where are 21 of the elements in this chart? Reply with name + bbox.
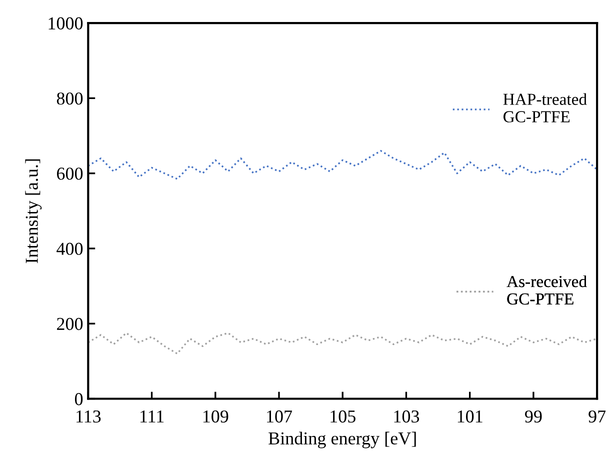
y-tick-label: 400 <box>56 242 83 255</box>
y-axis-title: Intensity [a.u.] <box>25 159 42 264</box>
x-tick-label: 99 <box>524 410 542 423</box>
y-tick-label: 200 <box>57 318 83 330</box>
y-tick-label: 0 <box>74 393 83 406</box>
legend-label: HAP-treated GC-PTFE <box>503 93 587 122</box>
y-tick-label: 800 <box>56 92 83 105</box>
x-axis-title: Binding energy [eV] <box>268 432 416 448</box>
line-series <box>88 332 598 355</box>
x-tick-label: 103 <box>394 410 420 423</box>
y-tick-label: 600 <box>56 168 83 180</box>
y-tick-label: 1000 <box>48 17 83 30</box>
x-tick-label: 113 <box>76 410 101 423</box>
legend-label: As-received GC-PTFE <box>506 275 587 305</box>
x-tick-label: 107 <box>267 410 292 423</box>
x-tick-label: 105 <box>330 410 356 423</box>
x-tick-label: 101 <box>458 410 482 423</box>
x-tick-label: 109 <box>203 410 228 423</box>
line-series <box>88 150 598 180</box>
x-tick-label: 111 <box>140 410 164 422</box>
x-tick-label: 97 <box>588 410 606 423</box>
